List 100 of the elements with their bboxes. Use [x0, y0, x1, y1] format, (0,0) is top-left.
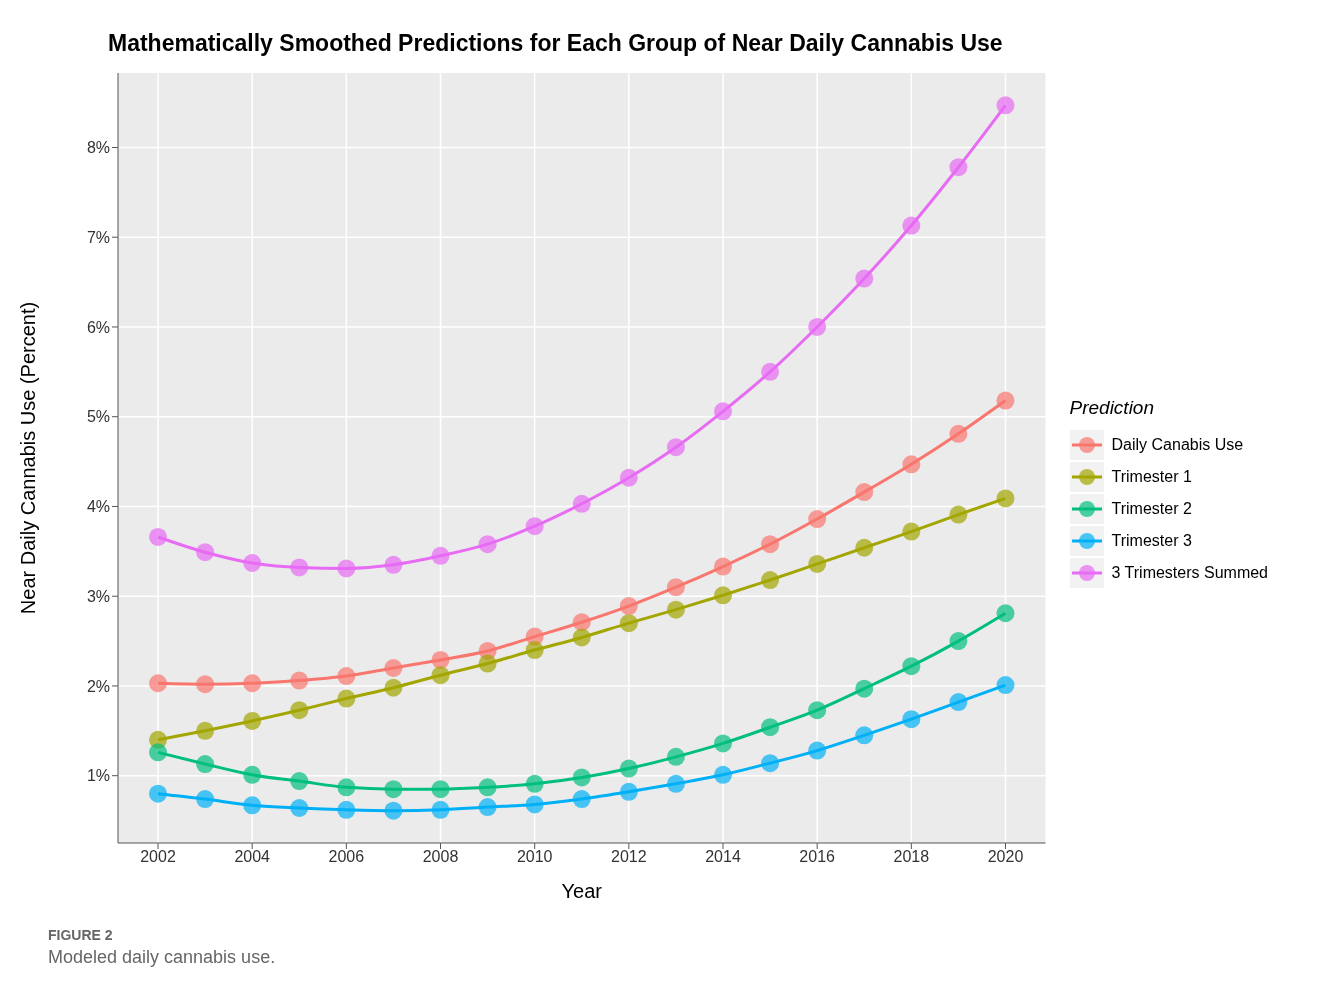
point: [431, 800, 450, 819]
point: [902, 455, 921, 474]
point: [478, 654, 497, 673]
point: [619, 782, 638, 801]
point: [949, 424, 968, 443]
point: [337, 800, 356, 819]
y-tick-label: 6%: [86, 318, 110, 336]
point: [572, 494, 591, 513]
point: [714, 765, 732, 784]
point: [714, 402, 732, 421]
point: [149, 674, 168, 693]
point: [384, 555, 403, 574]
point: [337, 667, 356, 686]
legend-title: Prediction: [1069, 397, 1155, 419]
y-tick-label: 3%: [86, 587, 110, 605]
x-tick-label: 2020: [987, 848, 1024, 866]
y-tick-label: 7%: [86, 228, 110, 246]
point: [431, 666, 450, 685]
point: [761, 754, 780, 773]
point: [761, 571, 780, 590]
point: [572, 790, 591, 809]
point: [243, 554, 262, 572]
point: [525, 517, 544, 536]
point: [996, 676, 1015, 695]
point: [949, 158, 968, 177]
point: [808, 701, 827, 720]
point: [761, 535, 780, 554]
point: [149, 527, 168, 546]
x-tick-label: 2002: [140, 848, 176, 866]
y-tick-label: 8%: [86, 139, 110, 157]
point: [337, 778, 356, 797]
y-tick-label: 4%: [86, 498, 110, 516]
x-tick-label: 2008: [422, 848, 459, 866]
point: [855, 269, 874, 288]
point: [855, 679, 874, 698]
point: [808, 317, 827, 336]
point: [666, 774, 685, 793]
legend-label: Trimester 1: [1111, 468, 1192, 486]
point: [431, 650, 450, 669]
point: [902, 710, 921, 729]
point: [996, 604, 1015, 623]
point: [431, 546, 450, 565]
point: [290, 558, 309, 577]
point: [714, 557, 732, 576]
point: [290, 772, 309, 791]
point: [290, 671, 309, 690]
point: [714, 734, 732, 753]
point: [478, 798, 497, 817]
point: [384, 678, 403, 697]
point: [855, 726, 874, 745]
x-axis-title: Year: [561, 880, 603, 902]
x-tick-label: 2016: [799, 848, 836, 866]
point: [196, 755, 215, 774]
point: [996, 391, 1015, 410]
point: [949, 632, 968, 651]
point: [290, 701, 309, 720]
point: [149, 743, 168, 762]
caption: FIGURE 2: [48, 927, 114, 943]
point: [337, 559, 356, 578]
y-tick-label: 1%: [86, 767, 110, 785]
point: [949, 505, 968, 524]
point: [761, 718, 780, 737]
legend-label: Trimester 2: [1111, 500, 1192, 518]
y-tick-label: 2%: [86, 677, 110, 695]
point: [619, 759, 638, 778]
point: [431, 780, 450, 799]
x-tick-label: 2014: [705, 848, 741, 866]
point: [243, 765, 262, 784]
point: [808, 554, 827, 573]
point: [196, 543, 215, 562]
x-tick-label: 2018: [893, 848, 930, 866]
point: [666, 438, 685, 457]
point: [196, 790, 215, 809]
point: [243, 711, 262, 730]
point: [619, 614, 638, 633]
legend-label: Trimester 3: [1111, 532, 1192, 550]
point: [855, 538, 874, 557]
point: [572, 768, 591, 787]
point: [384, 780, 403, 799]
point: [478, 535, 497, 554]
chart-title: Mathematically Smoothed Predictions for Each Group of Near Daily Cannabis Use: [108, 30, 1004, 57]
point: [761, 362, 780, 381]
point: [666, 600, 685, 619]
point: [902, 216, 921, 235]
point: [996, 489, 1015, 508]
point: [525, 774, 544, 793]
x-tick-label: 2010: [516, 848, 553, 866]
x-tick-label: 2012: [611, 848, 647, 866]
point: [384, 801, 403, 820]
point: [243, 796, 262, 815]
point: [949, 693, 968, 712]
point: [996, 96, 1015, 115]
point: [478, 778, 497, 797]
point: [384, 659, 403, 677]
point: [290, 799, 309, 817]
legend-label: 3 Trimesters Summed: [1111, 564, 1268, 582]
point: [196, 675, 215, 694]
point: [572, 628, 591, 647]
point: [666, 747, 685, 766]
point: [808, 510, 827, 529]
